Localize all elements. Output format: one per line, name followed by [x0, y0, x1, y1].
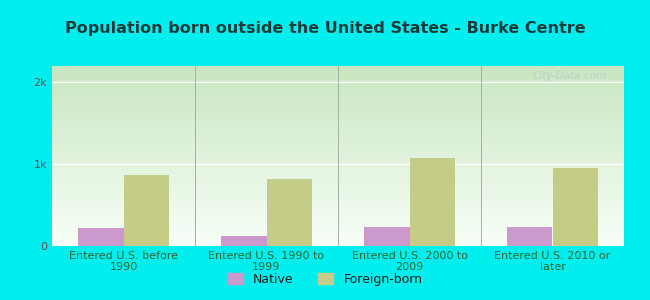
Bar [266, 179, 312, 246]
Bar [507, 227, 552, 246]
Bar [221, 236, 266, 246]
Text: City-Data.com: City-Data.com [533, 71, 607, 81]
Legend: Native, Foreign-born: Native, Foreign-born [223, 268, 427, 291]
Bar [78, 228, 124, 246]
Bar [124, 175, 169, 246]
Bar [364, 227, 410, 246]
Bar [410, 158, 455, 246]
Text: Population born outside the United States - Burke Centre: Population born outside the United State… [65, 21, 585, 36]
Bar [552, 168, 598, 246]
